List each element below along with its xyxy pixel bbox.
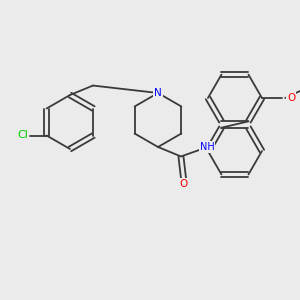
Text: O: O xyxy=(287,93,295,103)
Text: O: O xyxy=(179,179,188,189)
Text: N: N xyxy=(154,88,162,98)
Text: Cl: Cl xyxy=(17,130,28,140)
Text: NH: NH xyxy=(200,142,214,152)
